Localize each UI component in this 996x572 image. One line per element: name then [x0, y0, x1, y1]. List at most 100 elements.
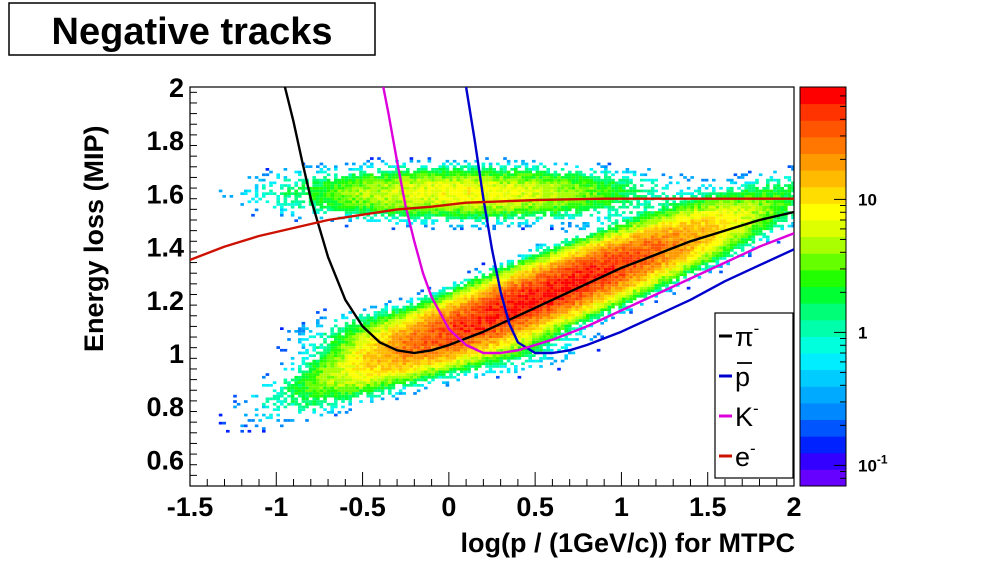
- heatmap-cell: [301, 178, 306, 182]
- heatmap-cell: [564, 243, 568, 247]
- heatmap-cell: [359, 340, 363, 344]
- heatmap-cell: [632, 284, 637, 287]
- heatmap-cell: [438, 184, 442, 187]
- heatmap-cell: [496, 319, 500, 322]
- heatmap-cell: [492, 208, 496, 212]
- heatmap-cell: [560, 254, 565, 258]
- heatmap-cell: [557, 303, 561, 306]
- heatmap-cell: [434, 203, 439, 206]
- heatmap-cell: [485, 208, 489, 212]
- heatmap-cell: [413, 213, 417, 217]
- heatmap-cell: [510, 284, 514, 287]
- heatmap-cell: [582, 294, 586, 298]
- heatmap-cell: [521, 303, 525, 306]
- heatmap-cell: [532, 265, 536, 268]
- heatmap-cell: [470, 300, 475, 303]
- heatmap-cell: [557, 324, 561, 328]
- heatmap-cell: [546, 265, 550, 268]
- heatmap-cell: [445, 362, 450, 366]
- heatmap-cell: [319, 316, 324, 320]
- heatmap-cell: [528, 276, 532, 279]
- heatmap-cell: [517, 267, 522, 271]
- heatmap-cell: [402, 311, 406, 314]
- heatmap-cell: [406, 305, 410, 309]
- heatmap-cell: [535, 219, 540, 222]
- heatmap-cell: [532, 184, 536, 187]
- heatmap-cell: [521, 181, 525, 185]
- heatmap-cell: [370, 362, 374, 366]
- heatmap-cell: [492, 316, 496, 320]
- heatmap-cell: [506, 354, 511, 357]
- heatmap-cell: [391, 365, 396, 368]
- heatmap-cell: [586, 257, 590, 260]
- heatmap-cell: [330, 346, 334, 349]
- heatmap-cell: [424, 173, 428, 177]
- heatmap-cell: [287, 184, 291, 187]
- heatmap-cell: [622, 276, 626, 279]
- heatmap-cell: [481, 343, 486, 347]
- heatmap-cell: [316, 367, 320, 371]
- heatmap-cell: [503, 324, 507, 328]
- heatmap-cell: [341, 357, 345, 360]
- heatmap-cell: [539, 276, 543, 279]
- heatmap-cell: [359, 338, 363, 341]
- heatmap-cell: [334, 413, 338, 417]
- heatmap-cell: [575, 284, 579, 287]
- heatmap-cell: [557, 265, 561, 268]
- heatmap-cell: [604, 292, 608, 295]
- heatmap-cell: [503, 189, 507, 193]
- heatmap-cell: [607, 308, 612, 312]
- heatmap-cell: [535, 346, 540, 349]
- heatmap-cell: [478, 205, 482, 209]
- heatmap-cell: [629, 259, 633, 263]
- heatmap-cell: [456, 346, 460, 349]
- heatmap-cell: [571, 278, 576, 282]
- heatmap-cell: [420, 343, 424, 347]
- heatmap-cell: [474, 284, 478, 287]
- heatmap-cell: [438, 340, 442, 344]
- heatmap-cell: [575, 276, 579, 279]
- heatmap-cell: [589, 286, 594, 290]
- heatmap-cell: [499, 184, 504, 187]
- heatmap-cell: [492, 192, 496, 195]
- heatmap-cell: [571, 186, 576, 190]
- heatmap-cell: [330, 208, 334, 212]
- heatmap-cell: [326, 381, 331, 384]
- heatmap-cell: [510, 262, 514, 266]
- heatmap-cell: [596, 243, 601, 247]
- heatmap-cell: [341, 335, 345, 339]
- heatmap-cell: [287, 186, 291, 190]
- heatmap-cell: [298, 338, 302, 341]
- heatmap-cell: [521, 332, 525, 336]
- heatmap-cell: [571, 351, 576, 355]
- heatmap-cell: [521, 159, 525, 163]
- heatmap-cell: [496, 195, 500, 198]
- heatmap-cell: [352, 162, 356, 166]
- heatmap-cell: [622, 203, 626, 206]
- heatmap-cell: [431, 367, 435, 371]
- heatmap-cell: [463, 357, 468, 360]
- heatmap-cell: [409, 327, 414, 330]
- heatmap-cell: [449, 365, 453, 368]
- heatmap-cell: [614, 213, 619, 217]
- heatmap-cell: [416, 354, 421, 357]
- heatmap-cell: [582, 297, 586, 301]
- heatmap-cell: [550, 205, 554, 209]
- heatmap-cell: [391, 305, 396, 309]
- heatmap-cell: [593, 259, 597, 263]
- heatmap-cell: [474, 311, 478, 314]
- heatmap-cell: [316, 170, 320, 174]
- heatmap-cell: [434, 367, 439, 371]
- heatmap-cell: [463, 370, 468, 374]
- heatmap-cell: [366, 392, 370, 395]
- heatmap-cell: [420, 176, 424, 179]
- heatmap-cell: [488, 213, 493, 217]
- heatmap-cell: [535, 203, 540, 206]
- heatmap-cell: [366, 219, 370, 222]
- heatmap-cell: [398, 343, 403, 347]
- heatmap-cell: [380, 321, 385, 325]
- heatmap-cell: [604, 281, 608, 285]
- heatmap-cell: [434, 170, 439, 174]
- heatmap-cell: [384, 316, 388, 320]
- heatmap-cell: [460, 297, 464, 301]
